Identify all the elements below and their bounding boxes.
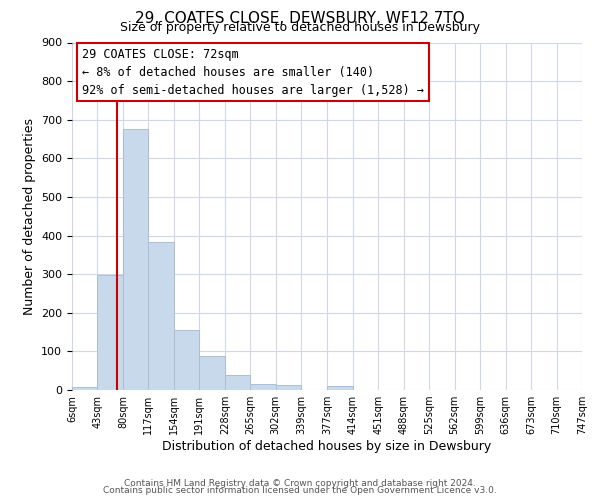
Text: 29, COATES CLOSE, DEWSBURY, WF12 7TQ: 29, COATES CLOSE, DEWSBURY, WF12 7TQ: [135, 11, 465, 26]
Bar: [250, 384, 276, 390]
Bar: [276, 386, 301, 390]
Text: Size of property relative to detached houses in Dewsbury: Size of property relative to detached ho…: [120, 22, 480, 35]
Bar: [199, 356, 225, 390]
Bar: [97, 275, 123, 390]
Bar: [148, 242, 174, 390]
Text: Contains public sector information licensed under the Open Government Licence v3: Contains public sector information licen…: [103, 486, 497, 495]
Text: 29 COATES CLOSE: 72sqm
← 8% of detached houses are smaller (140)
92% of semi-det: 29 COATES CLOSE: 72sqm ← 8% of detached …: [82, 48, 424, 96]
Bar: [123, 130, 148, 390]
Text: Contains HM Land Registry data © Crown copyright and database right 2024.: Contains HM Land Registry data © Crown c…: [124, 478, 476, 488]
X-axis label: Distribution of detached houses by size in Dewsbury: Distribution of detached houses by size …: [163, 440, 491, 453]
Bar: [328, 386, 353, 390]
Bar: [225, 374, 250, 390]
Y-axis label: Number of detached properties: Number of detached properties: [23, 118, 35, 315]
Bar: [174, 330, 199, 390]
Bar: [72, 387, 97, 390]
